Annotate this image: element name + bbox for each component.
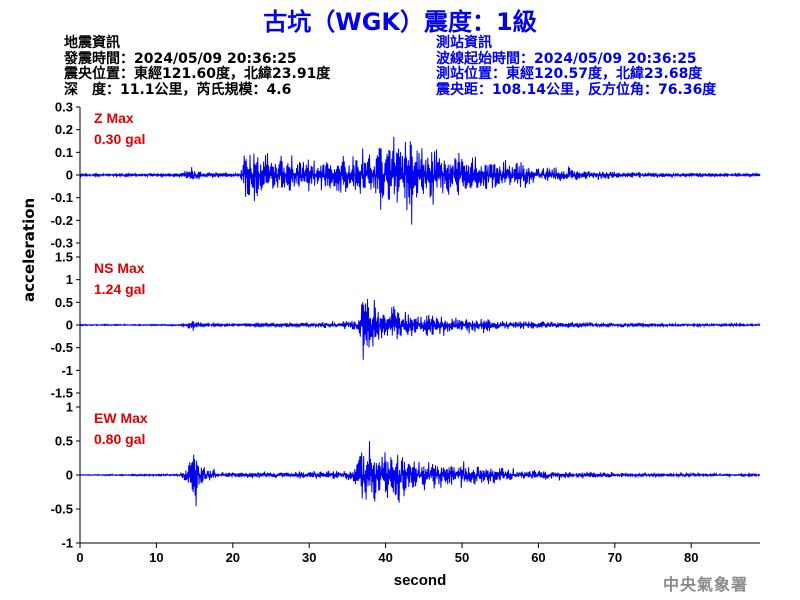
y-tick-label: 0 [66, 468, 73, 483]
y-tick-label: -0.5 [51, 340, 73, 355]
max-value: 1.24 gal [94, 281, 145, 297]
y-tick-label: -0.5 [51, 502, 73, 517]
epicentral-distance: 震央距：108.14公里，反方位角：76.36度 [436, 81, 717, 98]
quake-location: 震央位置：東經121.60度，北緯23.91度 [64, 66, 331, 82]
x-tick-label: 60 [531, 550, 545, 565]
y-axis-title: acceleration [20, 197, 38, 302]
agency-footer: 中央氣象署 [662, 575, 748, 594]
x-tick-label: 80 [684, 550, 698, 565]
y-tick-label: 1.5 [55, 250, 73, 265]
x-tick-label: 50 [455, 550, 469, 565]
max-value: 0.80 gal [94, 431, 145, 447]
max-value: 0.30 gal [94, 131, 145, 147]
y-tick-label: -0.2 [51, 213, 73, 228]
x-tick-label: 10 [149, 550, 163, 565]
max-label: NS Max [94, 260, 145, 276]
y-tick-label: -1 [61, 363, 73, 378]
quake-info: 地震資訊 發震時間：2024/05/09 20:36:25 震央位置：東經121… [64, 35, 331, 98]
y-tick-label: 0 [66, 168, 73, 183]
quake-info-heading: 地震資訊 [64, 35, 120, 51]
quake-depth-magnitude: 深 度：11.1公里，芮氏規模：4.6 [64, 81, 292, 98]
waveform-ns [79, 298, 761, 360]
y-tick-label: 0.3 [55, 100, 73, 115]
x-tick-label: 30 [302, 550, 316, 565]
x-tick-label: 20 [226, 550, 240, 565]
y-tick-label: 1 [66, 272, 73, 287]
quake-time: 發震時間：2024/05/09 20:36:25 [64, 50, 297, 67]
y-tick-label: -1.5 [51, 386, 73, 401]
chart-title: 古坑（WGK）震度：1級 [263, 8, 537, 36]
x-tick-label: 40 [378, 550, 392, 565]
y-tick-label: 0 [66, 318, 73, 333]
waveform-z [79, 136, 761, 225]
station-info-heading: 測站資訊 [436, 35, 492, 51]
x-tick-label: 70 [608, 550, 622, 565]
max-label: Z Max [94, 110, 134, 126]
y-tick-label: 0.1 [55, 145, 73, 160]
waveform-ew [79, 441, 761, 507]
y-tick-label: 0.2 [55, 122, 73, 137]
station-location: 測站位置：東經120.57度，北緯23.68度 [436, 66, 703, 82]
wave-start-time: 波線起始時間：2024/05/09 20:36:25 [436, 50, 697, 67]
y-tick-label: 0.5 [55, 434, 73, 449]
y-tick-label: -1 [61, 536, 73, 551]
y-tick-label: 1 [66, 400, 73, 415]
station-info: 測站資訊 波線起始時間：2024/05/09 20:36:25 測站位置：東經1… [436, 35, 717, 98]
y-tick-label: 0.5 [55, 295, 73, 310]
y-tick-label: -0.1 [51, 190, 73, 205]
x-axis-title: second [394, 572, 447, 589]
y-tick-label: -0.3 [51, 236, 73, 251]
x-tick-label: 0 [76, 550, 83, 565]
max-label: EW Max [94, 410, 148, 426]
